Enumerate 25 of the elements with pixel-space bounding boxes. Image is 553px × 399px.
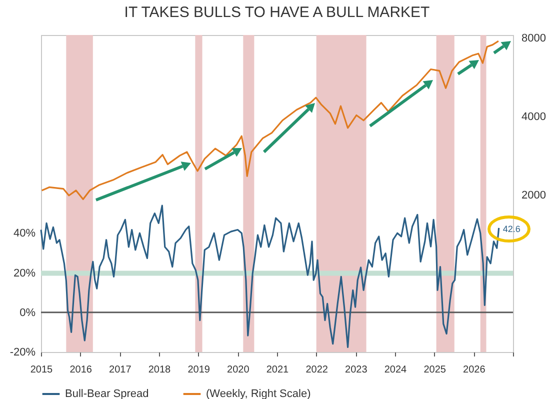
x-tick-label: 2025 [424,364,446,376]
y-tick-label: -20% [10,346,36,358]
y-tick-label: 0% [20,306,36,319]
x-tick-label: 2019 [188,364,210,376]
chart-title: IT TAKES BULLS TO HAVE A BULL MARKET [124,4,430,21]
x-tick-label: 2024 [384,364,408,376]
x-tick-label: 2015 [30,364,54,376]
line-series [40,204,500,348]
y-tick-label: 40% [13,228,36,240]
x-tick-label: 2016 [70,364,92,376]
legend-label: Bull-Bear Spread [65,388,149,399]
y2-tick-label: 8000 [522,32,546,44]
y-tick-label: 20% [13,267,36,280]
x-tick-label: 2018 [148,364,172,376]
x-tick-label: 2026 [463,364,486,376]
y2-tick-label: 4000 [522,110,546,123]
y2-tick-label: 2000 [522,189,546,202]
x-tick-label: 2020 [227,364,250,376]
legend-label: (Weekly, Right Scale) [206,388,311,399]
x-tick-label: 2023 [345,364,368,376]
x-tick-label: 2022 [306,364,328,376]
line-series [40,40,500,200]
x-tick-label: 2017 [109,364,132,376]
x-tick-label: 2021 [266,364,290,376]
annotation: 42.6 [502,224,520,234]
